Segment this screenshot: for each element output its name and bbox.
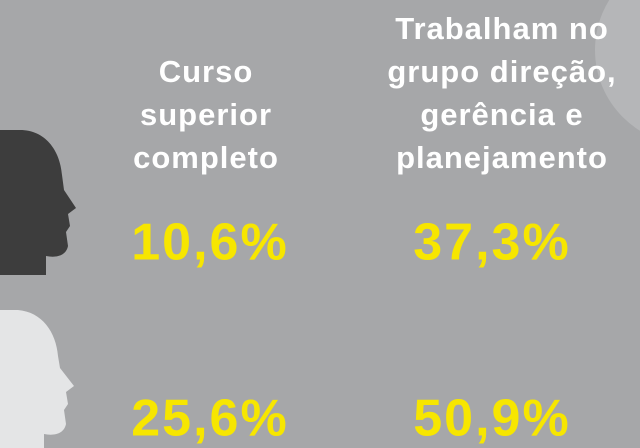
percentage-value: 37,3%	[413, 214, 570, 272]
column-header-line: planejamento	[396, 140, 608, 175]
dark-head-silhouette	[0, 130, 76, 275]
column-header-line: Trabalham no	[395, 11, 609, 46]
percentage-value: 10,6%	[131, 214, 288, 272]
column-header-line: gerência e	[420, 97, 583, 132]
column-header-line: completo	[133, 140, 279, 175]
content: Curso superior completo Trabalham no grupo d…	[131, 11, 616, 448]
light-head-silhouette	[0, 310, 74, 448]
percentage-value: 50,9%	[413, 390, 570, 448]
column-header-line: Curso	[159, 54, 254, 89]
percentage-value: 25,6%	[131, 390, 288, 448]
column-header-line: grupo direção,	[387, 54, 616, 89]
column-header-line: superior	[140, 97, 272, 132]
decor-circle	[595, 0, 640, 131]
